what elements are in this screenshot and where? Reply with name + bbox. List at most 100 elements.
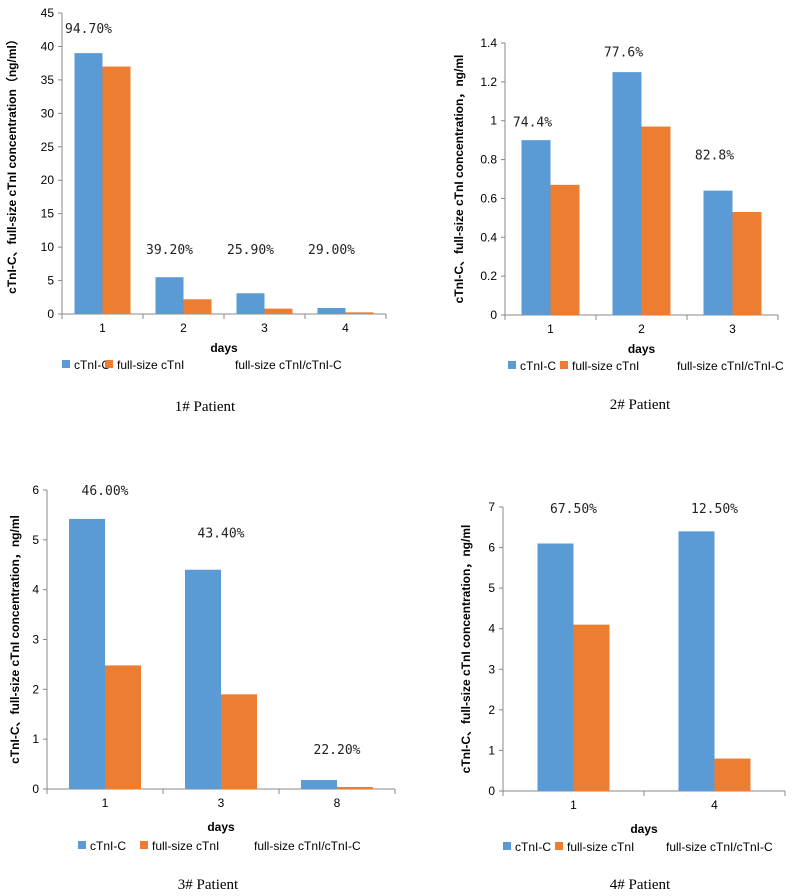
y-tick-label: 3 [32,633,39,647]
y-axis-title: cTnI-C、full-size cTnI concentration，ng/m… [452,55,466,304]
y-tick-label: 15 [41,207,55,221]
bar-full-size-ctni [573,624,610,791]
legend: cTnI-C full-size cTnI full-size cTnI/cTnI-… [62,358,342,372]
ratio-label: 46.00% [82,484,129,499]
y-tick-label: 45 [41,6,55,20]
x-tick-label: 1 [570,798,577,812]
ratio-label: 94.70% [65,22,112,37]
ratio-label: 22.20% [314,743,361,758]
ratio-label: 74.4% [513,116,552,131]
ratio-label: 25.90% [227,243,274,258]
ratio-label: 29.00% [308,243,355,258]
bar-ctni-c [537,543,574,791]
y-tick-label: 1 [490,114,497,128]
y-tick-label: 6 [32,483,39,497]
y-tick-label: 0 [490,308,497,322]
ratio-label: 77.6% [604,46,643,61]
y-tick-label: 0.4 [480,230,497,244]
y-tick-label: 7 [488,500,495,514]
y-tick-label: 1 [32,732,39,746]
chart-3: 0 1 2 3 4 5 6 1 46.00% 3 43.40% 8 22.20% days cTnI-C、f… [8,483,396,893]
ratio-label: 39.20% [146,243,193,258]
y-tick-label: 0 [47,307,54,321]
legend-swatch-full-size-ctni [105,360,113,368]
bar-full-size-ctni [264,308,293,314]
bar-ctni-c [521,140,551,315]
bar-full-size-ctni [732,212,762,315]
legend-label: full-size cTnI [152,839,219,853]
y-tick-label: 1 [488,743,495,757]
y-tick-label: 0.8 [480,153,497,167]
legend-label: cTnI-C [74,358,110,372]
y-tick-label: 40 [41,39,55,53]
legend-label: cTnI-C [520,359,556,373]
x-tick-label: 4 [342,321,349,335]
x-tick-label: 4 [711,798,718,812]
ratio-label: 12.50% [691,502,738,517]
ratio-label: 43.40% [198,526,245,541]
legend-label: cTnI-C [515,840,551,854]
y-axis-title: cTnI-C、full-size cTnI concentration，ng/m… [8,515,22,764]
y-axis-title: cTnI-C、full-size cTnI concentration（ng/m… [4,33,19,294]
legend-swatch-full-size-ctni [140,841,148,849]
bar-ctni-c [155,277,184,314]
legend: cTnI-C full-size cTnI full-size cTnI/cTnI-… [78,839,361,853]
legend-label: full-size cTnI [117,358,184,372]
legend-swatch-ctni-c [508,361,516,369]
bar-ctni-c [317,307,346,314]
chart-caption: 1# Patient [175,399,236,415]
y-tick-label: 20 [41,173,55,187]
x-tick-label: 1 [99,321,106,335]
x-axis-title: days [628,342,656,356]
bar-ctni-c [185,569,221,789]
y-tick-label: 0 [32,782,39,796]
y-tick-label: 1.4 [480,36,497,50]
y-tick-label: 5 [488,581,495,595]
bar-ctni-c [236,293,265,314]
y-tick-label: 10 [41,240,55,254]
x-tick-label: 2 [180,321,187,335]
chart-2: 0 0.2 0.4 0.6 0.8 1 1.2 1.4 1 74.4% 2 77.6% 3 82.8% da… [452,36,784,413]
bar-full-size-ctni [183,299,212,314]
legend-label: full-size cTnI/cTnI-C [677,359,784,373]
legend-label: cTnI-C [90,839,126,853]
bar-ctni-c [69,518,105,789]
chart-1: 0 5 10 15 20 25 30 35 40 45 1 94.70% 2 39.20% 3 25.90% 4… [4,6,387,415]
ratio-label: 82.8% [695,149,734,164]
y-tick-label: 4 [32,583,39,597]
y-tick-label: 30 [41,106,55,120]
y-tick-label: 4 [488,622,495,636]
y-tick-label: 5 [47,274,54,288]
legend-swatch-full-size-ctni [555,842,563,850]
x-tick-label: 3 [218,796,225,810]
x-axis-title: days [207,820,235,834]
x-tick-label: 3 [261,321,268,335]
y-tick-label: 0 [488,784,495,798]
y-tick-label: 0.6 [480,191,497,205]
bar-full-size-ctni [345,312,374,314]
bar-full-size-ctni [641,126,671,316]
bar-ctni-c [612,72,642,316]
bar-ctni-c [678,531,715,791]
y-tick-label: 0.2 [480,269,497,283]
legend-label: full-size cTnI/cTnI-C [235,358,342,372]
x-tick-label: 8 [334,796,341,810]
bar-ctni-c [301,780,337,789]
chart-caption: 2# Patient [610,397,671,413]
legend-label: full-size cTnI [567,840,634,854]
x-tick-label: 1 [547,322,554,336]
bar-full-size-ctni [714,758,751,791]
bar-full-size-ctni [550,184,580,315]
y-tick-label: 25 [41,140,55,154]
legend-swatch-ctni-c [78,841,86,849]
legend-swatch-full-size-ctni [560,361,568,369]
legend-swatch-ctni-c [62,360,70,368]
legend-label: full-size cTnI/cTnI-C [666,840,773,854]
y-tick-label: 1.2 [480,75,497,89]
chart-caption: 4# Patient [610,877,671,893]
bar-full-size-ctni [221,694,257,789]
chart-4: 0 1 2 3 4 5 6 7 1 67.50% 4 12.50% days cTnI-C、full-si… [459,500,786,893]
bar-full-size-ctni [337,787,373,789]
bar-full-size-ctni [102,66,131,314]
bar-ctni-c [703,190,733,315]
